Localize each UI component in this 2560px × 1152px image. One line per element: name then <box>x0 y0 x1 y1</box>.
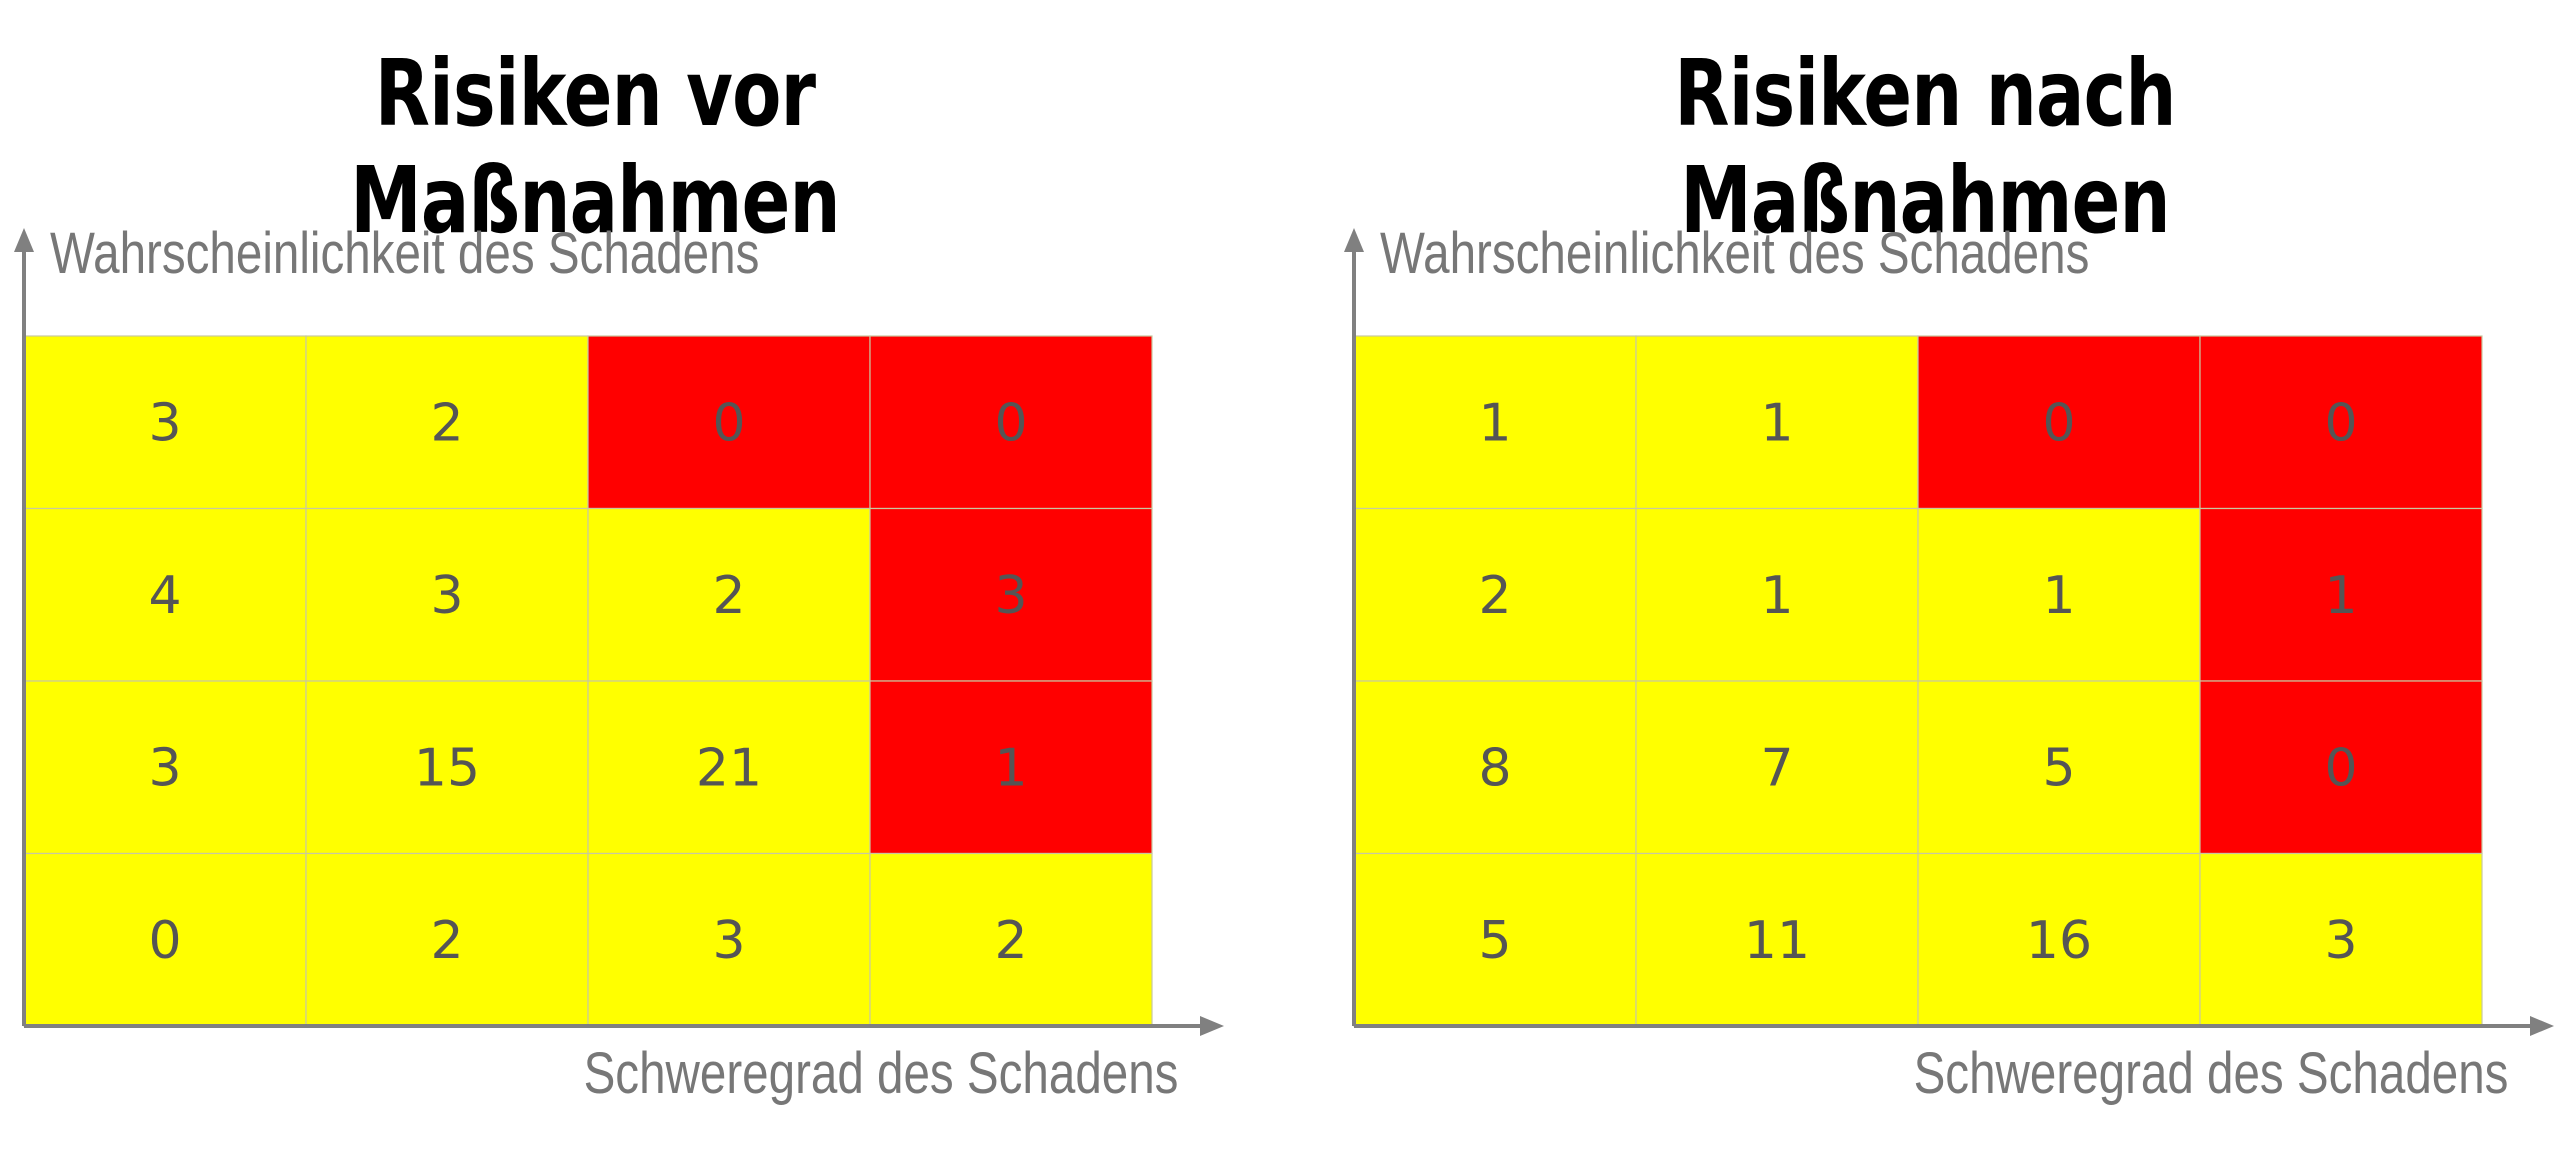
matrix-cell <box>23 335 307 510</box>
cell-value: 3 <box>148 393 181 453</box>
matrix-cell <box>1917 680 2201 855</box>
matrix-cell <box>587 680 871 855</box>
matrix-cell <box>869 680 1153 855</box>
cell-value: 1 <box>1760 566 1793 626</box>
matrix-cell <box>2199 680 2483 855</box>
matrix-cell <box>305 852 589 1027</box>
cell-value: 1 <box>1760 393 1793 453</box>
cell-value: 3 <box>712 911 745 971</box>
matrix-cell <box>869 507 1153 682</box>
cell-value: 0 <box>148 911 181 971</box>
matrix-cell <box>23 852 307 1027</box>
matrix-cell <box>2199 335 2483 510</box>
y-axis-label: Wahrscheinlichkeit des Schadens <box>50 221 760 286</box>
cell-value: 3 <box>2324 911 2357 971</box>
matrix-cell <box>23 507 307 682</box>
x-axis-label: Schweregrad des Schadens <box>1913 1041 2508 1106</box>
chart-title: Risiken nach Maßnahmen <box>1674 40 2176 254</box>
cell-value: 16 <box>2026 911 2092 971</box>
matrix-cell <box>1635 852 1919 1027</box>
cell-value: 1 <box>994 738 1027 798</box>
cell-value: 8 <box>1478 738 1511 798</box>
cell-value: 3 <box>148 738 181 798</box>
matrix-cell <box>869 335 1153 510</box>
matrix-cell <box>1917 507 2201 682</box>
cell-value: 7 <box>1760 738 1793 798</box>
cell-value: 4 <box>148 566 181 626</box>
cell-value: 2 <box>712 566 745 626</box>
matrix-cell <box>869 852 1153 1027</box>
matrix-cell <box>1917 335 2201 510</box>
cell-value: 3 <box>994 566 1027 626</box>
risk-matrix-before: 3 2 0 0 4 3 2 3 3 15 21 1 0 2 3 2 <box>14 228 1224 1036</box>
cell-value: 2 <box>1478 566 1511 626</box>
risk-matrix-after: 1 1 0 02 1 1 18 7 5 05 11 16 3 <box>1344 228 2554 1036</box>
cell-value: 0 <box>2324 393 2357 453</box>
cell-value: 5 <box>1478 911 1511 971</box>
matrix-cell <box>305 507 589 682</box>
matrix-cell <box>587 335 871 510</box>
cell-value: 15 <box>414 738 480 798</box>
y-axis-arrow-icon <box>1344 228 1364 252</box>
matrix-cell <box>1635 335 1919 510</box>
cell-value: 0 <box>2324 738 2357 798</box>
matrix-cell <box>1353 680 1637 855</box>
matrix-cell <box>1635 507 1919 682</box>
y-axis-arrow-icon <box>14 228 34 252</box>
cell-value: 21 <box>696 738 762 798</box>
matrix-cell <box>2199 507 2483 682</box>
x-axis-arrow-icon <box>1200 1016 1224 1036</box>
matrix-cell <box>1353 335 1637 510</box>
cell-value: 11 <box>1744 911 1810 971</box>
y-axis-label: Wahrscheinlichkeit des Schadens <box>1380 221 2090 286</box>
chart-title: Risiken vor Maßnahmen <box>350 40 840 254</box>
matrix-cell <box>587 507 871 682</box>
cell-value: 0 <box>994 393 1027 453</box>
x-axis-label: Schweregrad des Schadens <box>583 1041 1178 1106</box>
chart-panel-before: Risiken vor Maßnahmen 3 2 0 0 4 3 2 3 3 15 21 1 0 2 3 2… <box>14 40 1224 1106</box>
cell-value: 5 <box>2042 738 2075 798</box>
cell-value: 2 <box>430 393 463 453</box>
cell-value: 1 <box>2324 566 2357 626</box>
cell-value: 0 <box>712 393 745 453</box>
cell-value: 3 <box>430 566 463 626</box>
cell-value: 2 <box>430 911 463 971</box>
cell-value: 0 <box>2042 393 2075 453</box>
cell-value: 1 <box>2042 566 2075 626</box>
cell-value: 1 <box>1478 393 1511 453</box>
x-axis-arrow-icon <box>2530 1016 2554 1036</box>
matrix-cell <box>2199 852 2483 1027</box>
cell-value: 2 <box>994 911 1027 971</box>
matrix-cell <box>305 680 589 855</box>
chart-panel-after: Risiken nach Maßnahmen 1 1 0 0 2 1 1 1 8 7 5 0 5 11 16… <box>1330 0 2560 1152</box>
matrix-cell <box>1917 852 2201 1027</box>
matrix-cell <box>1635 680 1919 855</box>
matrix-cell <box>1353 507 1637 682</box>
